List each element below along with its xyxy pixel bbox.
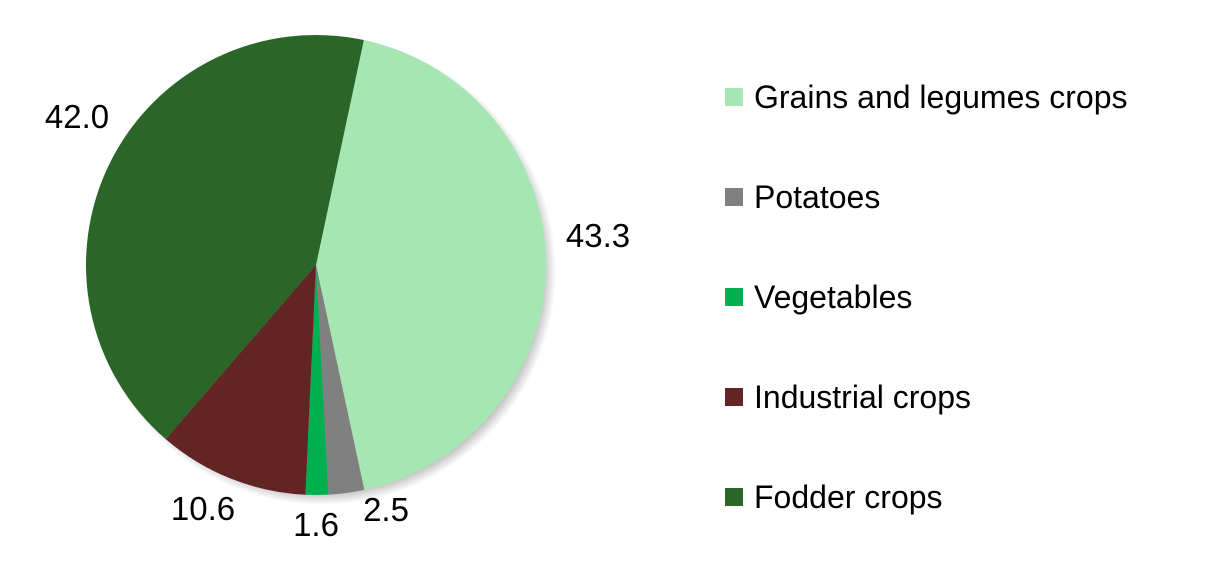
- pie-slices: [85, 35, 546, 496]
- legend-swatch: [725, 88, 743, 106]
- data-label-grains-and-legumes-crops: 43.3: [566, 217, 630, 254]
- pie-data-labels: 43.3 2.5 1.6 10.6 42.0: [45, 98, 630, 543]
- legend-item-vegetables: Vegetables: [725, 279, 912, 315]
- pie-slice-fodder-crops: [85, 35, 364, 440]
- legend-label: Grains and legumes crops: [754, 79, 1128, 115]
- legend-item-industrial-crops: Industrial crops: [725, 379, 971, 415]
- legend-swatch: [725, 388, 743, 406]
- legend-label: Fodder crops: [754, 479, 943, 515]
- pie-slice-potatoes: [316, 265, 365, 495]
- legend-item-grains-and-legumes-crops: Grains and legumes crops: [725, 79, 1128, 115]
- legend-label: Industrial crops: [754, 379, 971, 415]
- data-label-vegetables: 1.6: [293, 506, 339, 543]
- pie-slice-grains-and-legumes-crops: [316, 40, 546, 490]
- data-label-industrial-crops: 10.6: [171, 490, 235, 527]
- pie-slice-vegetables: [305, 265, 329, 496]
- legend-swatch: [725, 488, 743, 506]
- legend-label: Potatoes: [754, 179, 880, 215]
- legend-swatch: [725, 288, 743, 306]
- legend-label: Vegetables: [754, 279, 912, 315]
- legend-swatch: [725, 188, 743, 206]
- legend-item-potatoes: Potatoes: [725, 179, 880, 215]
- legend-item-fodder-crops: Fodder crops: [725, 479, 943, 515]
- legend: Grains and legumes crops Potatoes Vegetabl…: [725, 79, 1128, 515]
- pie-slice-industrial-crops: [165, 265, 316, 495]
- data-label-fodder-crops: 42.0: [45, 98, 109, 135]
- data-label-potatoes: 2.5: [363, 491, 409, 528]
